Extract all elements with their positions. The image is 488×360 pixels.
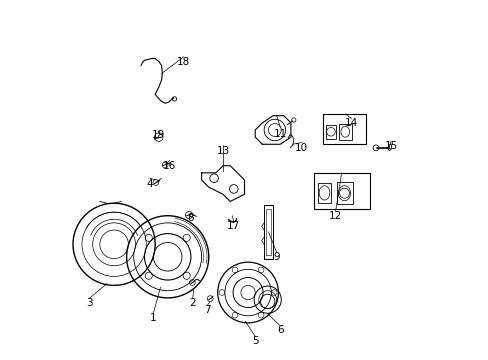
Text: 17: 17 — [227, 221, 240, 231]
Text: 8: 8 — [187, 212, 194, 222]
Bar — [336, 182, 352, 204]
Text: 15: 15 — [384, 141, 397, 151]
Text: 9: 9 — [273, 252, 280, 262]
Text: 13: 13 — [216, 147, 229, 157]
Text: 10: 10 — [294, 143, 307, 153]
Text: 4: 4 — [146, 179, 153, 189]
Bar — [323, 114, 365, 144]
Bar — [313, 173, 369, 208]
Text: 3: 3 — [85, 298, 92, 308]
Text: 18: 18 — [177, 57, 190, 67]
Text: 6: 6 — [276, 325, 283, 335]
Bar — [339, 124, 351, 140]
Text: 2: 2 — [189, 298, 196, 308]
Text: 14: 14 — [345, 118, 358, 128]
Text: 5: 5 — [251, 336, 258, 346]
Text: 11: 11 — [273, 129, 286, 139]
Text: 7: 7 — [203, 305, 210, 315]
Text: 1: 1 — [150, 312, 156, 323]
Text: 16: 16 — [163, 161, 176, 171]
Text: 19: 19 — [152, 130, 165, 140]
Bar — [317, 183, 331, 203]
Bar — [325, 125, 335, 139]
Text: 12: 12 — [328, 211, 342, 221]
